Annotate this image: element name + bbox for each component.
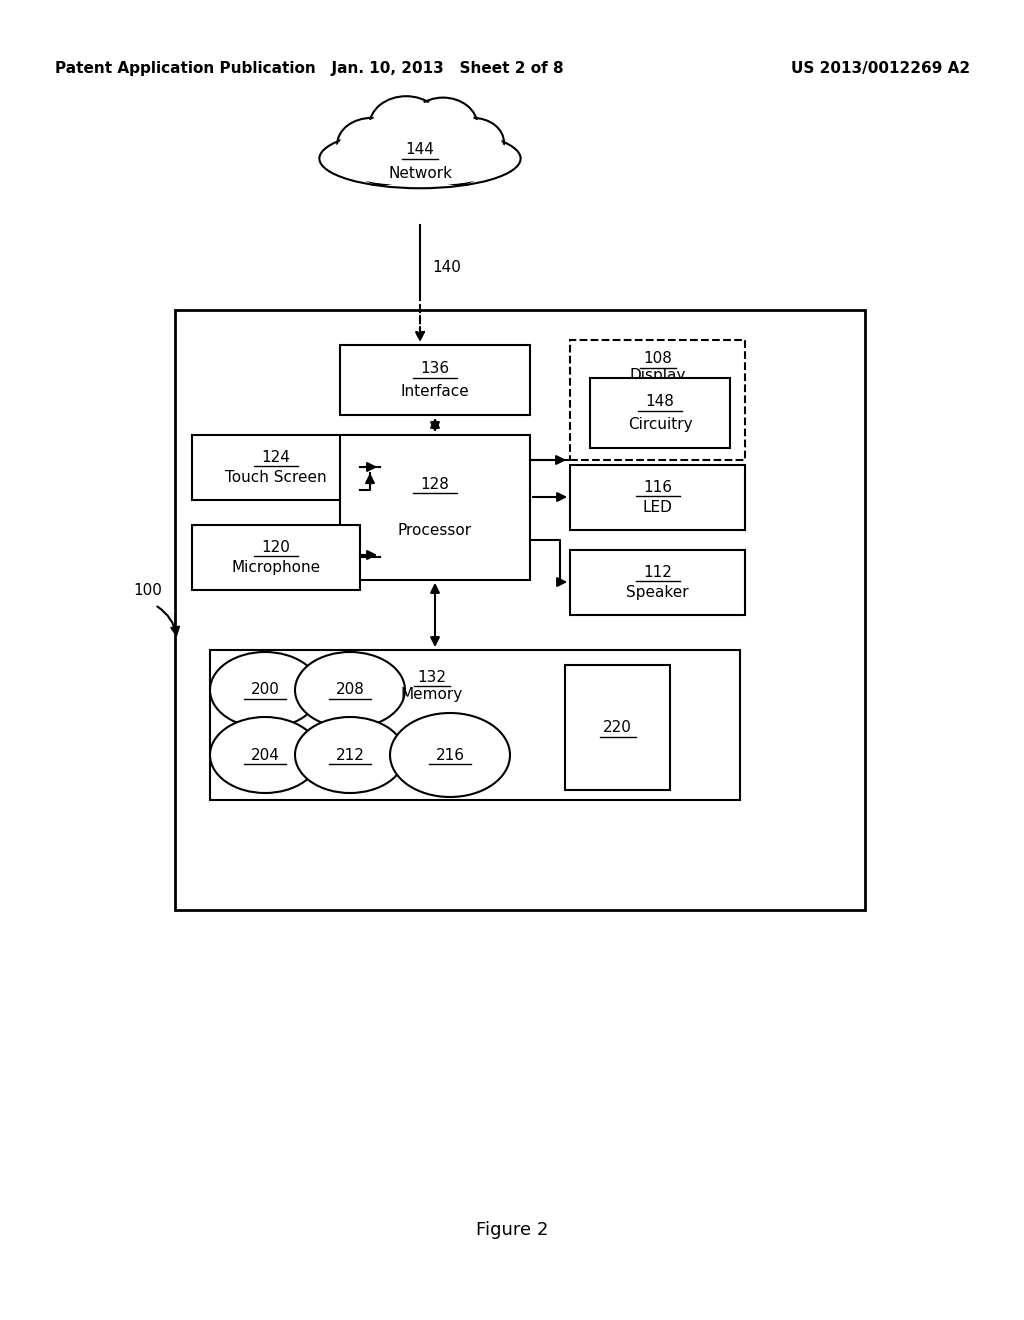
Text: 212: 212 <box>336 747 365 763</box>
Ellipse shape <box>411 100 475 152</box>
Text: 220: 220 <box>603 719 632 735</box>
Ellipse shape <box>431 144 482 183</box>
Text: 100: 100 <box>133 582 163 598</box>
Bar <box>175 310 865 909</box>
Ellipse shape <box>441 117 504 166</box>
Bar <box>570 341 745 459</box>
Text: US 2013/0012269 A2: US 2013/0012269 A2 <box>791 61 970 75</box>
Text: 204: 204 <box>251 747 280 763</box>
Text: Network: Network <box>388 165 452 181</box>
Ellipse shape <box>372 99 440 153</box>
Ellipse shape <box>324 131 516 186</box>
Ellipse shape <box>429 143 484 185</box>
Ellipse shape <box>444 120 502 165</box>
Bar <box>570 550 745 615</box>
Text: 124: 124 <box>261 450 291 465</box>
Text: Interface: Interface <box>400 384 469 399</box>
Text: 148: 148 <box>645 395 675 409</box>
Text: 128: 128 <box>421 477 450 492</box>
Text: 132: 132 <box>418 669 446 685</box>
Ellipse shape <box>357 144 409 183</box>
Ellipse shape <box>370 96 443 154</box>
Text: Microphone: Microphone <box>231 561 321 576</box>
Bar <box>570 465 745 531</box>
Text: Figure 2: Figure 2 <box>476 1221 548 1239</box>
Text: Circuitry: Circuitry <box>628 417 692 432</box>
Text: 208: 208 <box>336 682 365 697</box>
Ellipse shape <box>319 129 520 189</box>
Bar <box>565 665 670 789</box>
Text: 136: 136 <box>421 362 450 376</box>
Text: Memory: Memory <box>400 686 463 701</box>
Ellipse shape <box>295 652 406 729</box>
Ellipse shape <box>355 143 411 185</box>
Bar <box>590 378 730 447</box>
Text: 112: 112 <box>643 565 672 579</box>
Ellipse shape <box>210 717 319 793</box>
Bar <box>193 525 360 590</box>
Ellipse shape <box>409 98 477 153</box>
Bar <box>340 345 530 414</box>
Ellipse shape <box>337 117 407 172</box>
Bar <box>340 436 530 579</box>
Text: Processor: Processor <box>398 523 472 539</box>
Text: 108: 108 <box>643 351 672 367</box>
Text: 144: 144 <box>406 143 434 157</box>
Text: Speaker: Speaker <box>627 585 689 601</box>
Text: Touch Screen: Touch Screen <box>225 470 327 486</box>
Bar <box>210 649 740 800</box>
Bar <box>193 436 360 500</box>
Text: Patent Application Publication   Jan. 10, 2013   Sheet 2 of 8: Patent Application Publication Jan. 10, … <box>55 61 563 75</box>
Text: 120: 120 <box>261 540 291 554</box>
Text: 140: 140 <box>432 260 461 276</box>
Text: 200: 200 <box>251 682 280 697</box>
Ellipse shape <box>390 713 510 797</box>
Text: 216: 216 <box>435 747 465 763</box>
Text: Display: Display <box>630 368 686 384</box>
Text: LED: LED <box>643 500 673 515</box>
Ellipse shape <box>210 652 319 729</box>
Text: 116: 116 <box>643 479 672 495</box>
Ellipse shape <box>295 717 406 793</box>
Ellipse shape <box>340 120 403 169</box>
